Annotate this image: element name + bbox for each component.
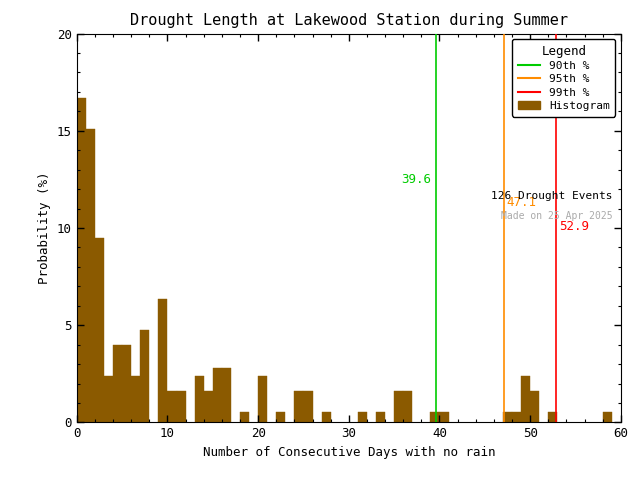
Bar <box>195 376 204 422</box>
Bar <box>440 411 449 422</box>
Bar <box>603 411 612 422</box>
Bar <box>104 376 113 422</box>
Bar <box>358 411 367 422</box>
Bar <box>303 392 312 422</box>
Bar <box>177 392 186 422</box>
Y-axis label: Probability (%): Probability (%) <box>38 172 51 284</box>
Bar <box>276 411 285 422</box>
Bar <box>168 392 177 422</box>
Bar <box>403 392 412 422</box>
Bar <box>258 376 268 422</box>
Bar <box>222 368 231 422</box>
Bar <box>548 411 557 422</box>
Bar <box>113 345 122 422</box>
Bar <box>158 299 168 422</box>
Text: 52.9: 52.9 <box>559 219 589 232</box>
Bar <box>95 238 104 422</box>
Bar <box>530 392 540 422</box>
Bar <box>240 411 249 422</box>
Bar <box>512 411 521 422</box>
X-axis label: Number of Consecutive Days with no rain: Number of Consecutive Days with no rain <box>202 446 495 459</box>
Text: 47.1: 47.1 <box>507 196 536 209</box>
Legend: 90th %, 95th %, 99th %, Histogram: 90th %, 95th %, 99th %, Histogram <box>512 39 615 117</box>
Bar <box>204 392 212 422</box>
Bar <box>86 129 95 422</box>
Bar <box>521 376 530 422</box>
Text: 39.6: 39.6 <box>401 173 431 186</box>
Text: Made on 25 Apr 2025: Made on 25 Apr 2025 <box>501 211 612 220</box>
Bar <box>294 392 303 422</box>
Title: Drought Length at Lakewood Station during Summer: Drought Length at Lakewood Station durin… <box>130 13 568 28</box>
Bar <box>140 330 149 422</box>
Bar <box>77 98 86 422</box>
Bar <box>503 411 512 422</box>
Bar <box>430 411 440 422</box>
Bar <box>122 345 131 422</box>
Bar <box>212 368 222 422</box>
Bar <box>376 411 385 422</box>
Bar <box>394 392 403 422</box>
Text: 126 Drought Events: 126 Drought Events <box>491 191 612 201</box>
Bar <box>131 376 140 422</box>
Bar <box>321 411 331 422</box>
